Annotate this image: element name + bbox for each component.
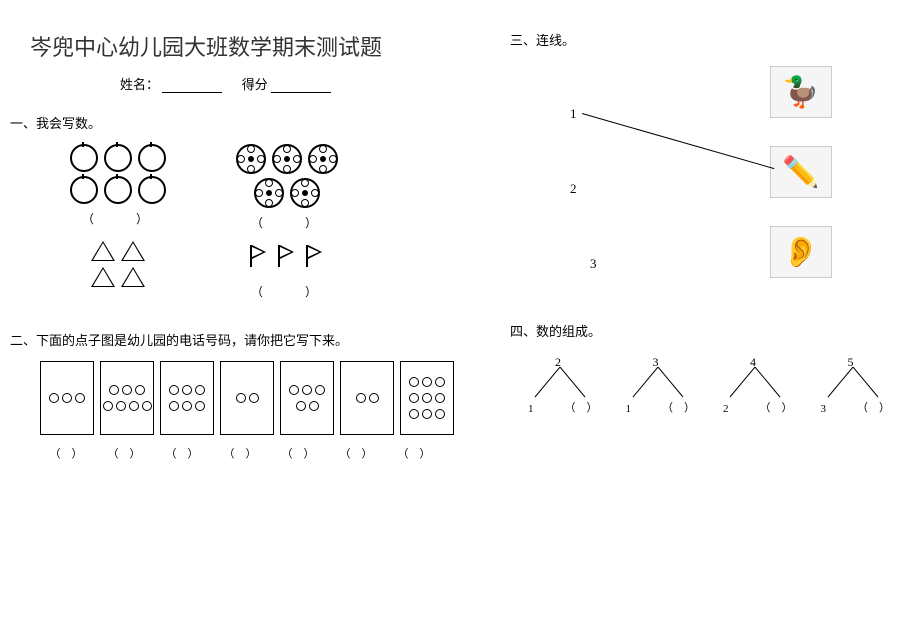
phone-box (40, 361, 94, 435)
answer-blank: （ ） (214, 445, 266, 461)
name-score-line: 姓名： 得分 (120, 74, 470, 93)
answer-blank: （ ） (272, 445, 324, 461)
match-pic-duck: 🦆 (770, 66, 832, 118)
answer-blank: （ ） (330, 445, 382, 461)
page-title: 岑兜中心幼儿园大班数学期末测试题 (30, 30, 470, 62)
name-label: 姓名： (120, 77, 159, 92)
phone-box (340, 361, 394, 435)
phone-blank-row: （ ） （ ） （ ） （ ） （ ） （ ） （ ） (40, 445, 470, 461)
count-cell: （ ） (236, 245, 338, 300)
match-number: 2 (570, 181, 577, 197)
count-cell (70, 241, 166, 287)
comp-left: 1 (626, 403, 632, 415)
ear-icon: 👂 (782, 235, 819, 270)
answer-blank: （ ） (98, 445, 150, 461)
count-cell: （ ） (236, 144, 338, 231)
comp-left: 1 (528, 403, 534, 415)
answer-blank: （ ） (40, 445, 92, 461)
comp-right-blank: （ ） (565, 399, 598, 415)
match-area: 1 2 3 🦆 ✏️ 👂 (510, 61, 890, 291)
match-number: 3 (590, 256, 597, 272)
score-label: 得分 (242, 77, 268, 92)
match-pic-ear: 👂 (770, 226, 832, 278)
composition-item: 2 1 （ ） (520, 355, 598, 415)
composition-item: 3 1 （ ） (618, 355, 696, 415)
composition-item: 4 2 （ ） (715, 355, 793, 415)
answer-blank: （ ） (156, 445, 208, 461)
comp-left: 2 (723, 403, 729, 415)
section4-heading: 四、数的组成。 (510, 321, 890, 340)
answer-blank: （ ） (388, 445, 440, 461)
answer-blank: （ ） (236, 283, 338, 300)
phone-box (220, 361, 274, 435)
section2-heading: 二、下面的点子图是幼儿园的电话号码，请你把它写下来。 (10, 330, 470, 349)
section3-heading: 三、连线。 (510, 30, 890, 49)
composition-row: 2 1 （ ） 3 1 （ ） 4 2 （ ） 5 3 （ ） (520, 355, 890, 415)
comp-right-blank: （ ） (662, 399, 695, 415)
name-blank (162, 80, 222, 93)
phone-box-row (40, 361, 470, 435)
composition-item: 5 3 （ ） (813, 355, 891, 415)
match-number: 1 (570, 106, 577, 122)
section1-heading: 一、我会写数。 (10, 113, 470, 132)
duck-icon: 🦆 (782, 75, 819, 110)
answer-blank: （ ） (236, 214, 338, 231)
match-line (582, 113, 775, 169)
count-cell: （ ） (70, 144, 166, 227)
phone-box (160, 361, 214, 435)
phone-box (100, 361, 154, 435)
comp-left: 3 (821, 403, 827, 415)
phone-box (280, 361, 334, 435)
answer-blank: （ ） (70, 210, 166, 227)
match-pic-pencil: ✏️ (770, 146, 832, 198)
section1-grid: （ ） (70, 144, 470, 300)
pencil-icon: ✏️ (782, 155, 819, 190)
comp-right-blank: （ ） (760, 399, 793, 415)
score-blank (271, 80, 331, 93)
comp-right-blank: （ ） (857, 399, 890, 415)
phone-box (400, 361, 454, 435)
